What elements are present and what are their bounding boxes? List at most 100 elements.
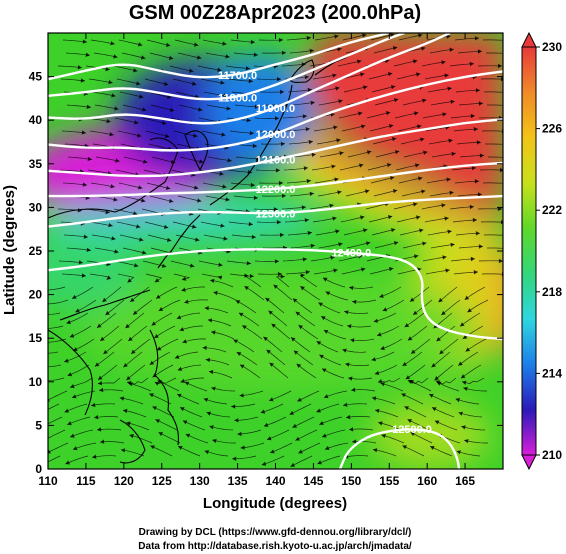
streamline-arrowhead — [465, 347, 471, 352]
streamline-arrowhead — [464, 439, 469, 444]
streamline — [348, 377, 373, 380]
streamline — [285, 128, 310, 132]
streamline-arrowhead — [134, 263, 139, 268]
streamline — [430, 100, 455, 106]
streamline-arrowhead — [479, 153, 484, 158]
streamline-arrowhead — [316, 341, 322, 346]
streamline — [409, 286, 430, 302]
streamline — [486, 52, 503, 54]
streamline — [67, 416, 91, 426]
streamline-arrowhead — [380, 382, 385, 387]
streamline-arrowhead — [103, 349, 108, 354]
borneo — [119, 419, 146, 464]
streamline-arrowhead — [194, 42, 199, 47]
streamline-arrowhead — [505, 142, 509, 146]
streamline — [284, 219, 309, 223]
streamline-arrowhead — [344, 310, 349, 315]
streamline-arrowhead — [211, 386, 216, 391]
streamline — [240, 442, 265, 449]
streamline — [318, 302, 341, 314]
streamline-arrowhead — [385, 111, 391, 116]
streamline-arrowhead — [377, 379, 383, 384]
streamline-arrowhead — [378, 421, 383, 426]
streamline — [208, 371, 233, 379]
streamline — [282, 115, 307, 119]
streamline-arrowhead — [304, 75, 309, 80]
streamline-arrowhead — [444, 216, 449, 221]
streamline-arrowhead — [180, 378, 185, 383]
streamline-arrowhead — [310, 243, 315, 249]
streamline-arrowhead — [297, 397, 302, 402]
streamline — [374, 241, 399, 249]
streamline-arrowhead — [277, 271, 282, 277]
streamline-arrowhead — [404, 406, 409, 411]
x-tick-label: 165 — [455, 474, 475, 488]
streamline — [61, 130, 86, 134]
streamline-arrowhead — [141, 55, 146, 60]
streamline — [371, 351, 395, 361]
x-tick-label: 145 — [303, 474, 323, 488]
streamline-arrowhead — [278, 37, 283, 43]
streamline-arrowhead — [469, 204, 474, 210]
streamline — [118, 182, 143, 189]
streamline — [129, 434, 153, 444]
streamline — [266, 429, 290, 440]
streamline — [457, 50, 482, 54]
streamline-arrowhead — [211, 330, 216, 335]
streamline-arrowhead — [461, 425, 466, 430]
streamline-arrowhead — [165, 42, 171, 47]
streamline-arrowhead — [179, 327, 185, 332]
streamline — [285, 271, 310, 275]
contour-line — [48, 248, 503, 341]
streamline — [371, 228, 396, 236]
streamline — [88, 221, 113, 227]
x-tick-label: 120 — [114, 474, 134, 488]
streamline-arrowhead — [470, 256, 475, 262]
streamline-arrowhead — [305, 270, 310, 275]
streamline — [482, 182, 503, 184]
streamline-arrowhead — [504, 90, 508, 94]
streamline-arrowhead — [364, 189, 370, 194]
streamline-arrowhead — [421, 189, 426, 194]
streamline — [72, 442, 97, 450]
streamline-arrowhead — [394, 150, 400, 155]
streamline — [149, 195, 174, 203]
streamline — [67, 364, 90, 376]
streamline-arrowhead — [43, 437, 48, 441]
colorbar-max-arrow — [521, 31, 537, 48]
streamline-arrowhead — [337, 190, 342, 195]
streamline-arrowhead — [274, 116, 279, 121]
streamline-arrowhead — [99, 387, 104, 393]
streamline-arrowhead — [442, 255, 447, 260]
streamline-arrowhead — [209, 425, 214, 430]
y-tick-label: 30 — [29, 200, 43, 214]
streamline — [144, 221, 169, 229]
streamline-arrowhead — [270, 449, 275, 454]
streamline-arrowhead — [322, 368, 327, 373]
streamline — [269, 442, 293, 454]
streamline-arrowhead — [136, 81, 141, 86]
chart-title: GSM 00Z28Apr2023 (200.0hPa) — [129, 2, 421, 24]
streamline — [181, 286, 205, 292]
streamline-arrowhead — [372, 448, 378, 453]
streamline-arrowhead — [67, 372, 73, 377]
streamline-arrowhead — [361, 124, 366, 129]
streamline-arrowhead — [336, 138, 341, 143]
streamline-arrowhead — [499, 167, 503, 173]
streamline — [368, 72, 393, 80]
streamline-arrowhead — [310, 100, 315, 106]
streamline-arrowhead — [231, 404, 236, 409]
streamline-arrowhead — [123, 408, 128, 414]
streamline-arrowhead — [226, 106, 231, 111]
streamline — [123, 156, 148, 163]
streamline-arrowhead — [506, 51, 510, 55]
streamline — [296, 363, 317, 379]
streamline-arrowhead — [199, 159, 204, 164]
streamline — [158, 432, 181, 444]
streamline — [69, 325, 92, 338]
streamline-arrowhead — [402, 445, 407, 450]
streamline-arrowhead — [244, 286, 249, 291]
streamline — [313, 126, 338, 132]
streamline-arrowhead — [375, 408, 380, 413]
